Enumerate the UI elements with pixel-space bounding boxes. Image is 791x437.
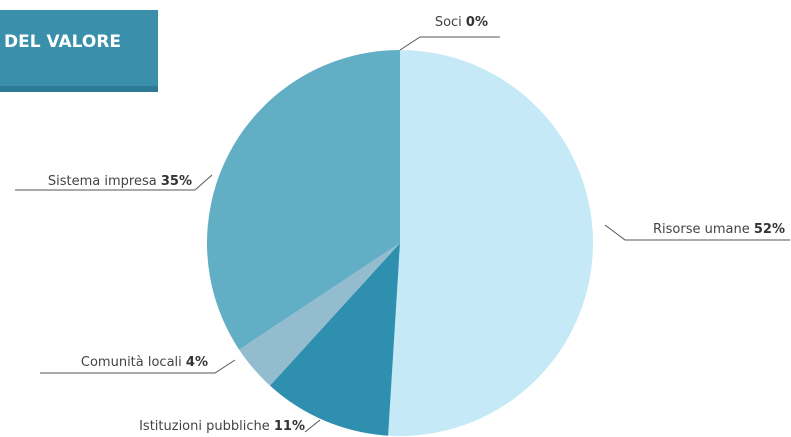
- pie-slice: [239, 243, 400, 386]
- title-box: [0, 10, 158, 92]
- leader-line: [399, 36, 500, 51]
- slice-label-value: 0%: [466, 15, 488, 30]
- slice-label: Comunità locali 4%: [81, 355, 208, 370]
- slice-label: Sistema impresa 35%: [48, 174, 192, 189]
- slice-label-name: Comunità locali: [81, 355, 182, 370]
- pie-slice: [269, 243, 400, 436]
- slice-label: Risorse umane 52%: [653, 222, 785, 237]
- slice-label-value: 11%: [274, 419, 305, 434]
- leader-line: [604, 224, 790, 241]
- slice-label-name: Soci: [435, 15, 462, 30]
- slice-label: Istituzioni pubbliche 11%: [139, 419, 305, 434]
- title-box-stripe: [0, 86, 158, 92]
- slice-label-name: Risorse umane: [653, 222, 750, 237]
- slice-label-name: Istituzioni pubbliche: [139, 419, 270, 434]
- slice-label-value: 4%: [186, 355, 208, 370]
- slice-label-value: 35%: [161, 174, 192, 189]
- slice-label: Soci 0%: [435, 15, 488, 30]
- leader-line: [15, 174, 213, 191]
- slice-label-name: Sistema impresa: [48, 174, 157, 189]
- pie-slice: [388, 50, 594, 436]
- pie-slice: [207, 50, 400, 350]
- slice-label-value: 52%: [754, 222, 785, 237]
- leader-line: [40, 359, 236, 374]
- leader-line: [304, 419, 321, 433]
- chart-title: DEL VALORE: [4, 32, 121, 52]
